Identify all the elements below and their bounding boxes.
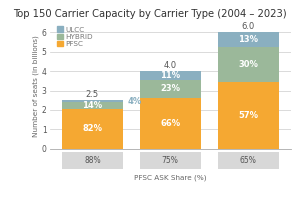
Text: 57%: 57% (238, 111, 258, 120)
FancyBboxPatch shape (218, 152, 278, 169)
Text: 2.5: 2.5 (86, 90, 99, 99)
Bar (140, 80, 201, 98)
Text: 30%: 30% (238, 60, 258, 69)
Text: PFSC ASK Share (%): PFSC ASK Share (%) (134, 174, 206, 181)
Text: Top 150 Carrier Capacity by Carrier Type (2004 – 2023): Top 150 Carrier Capacity by Carrier Type… (13, 9, 287, 19)
Text: 4%: 4% (128, 97, 142, 106)
Text: 6.0: 6.0 (242, 22, 255, 31)
Text: 13%: 13% (238, 35, 258, 44)
Text: 65%: 65% (240, 156, 256, 165)
Text: 11%: 11% (160, 71, 180, 80)
Bar (218, 82, 278, 149)
Bar (140, 98, 201, 149)
Legend: ULCC, HYBRID, PFSC: ULCC, HYBRID, PFSC (56, 25, 94, 48)
FancyBboxPatch shape (62, 152, 123, 169)
Text: 4.0: 4.0 (164, 61, 177, 70)
Text: 14%: 14% (82, 101, 102, 110)
Bar (62, 100, 123, 102)
Text: 88%: 88% (84, 156, 101, 165)
Y-axis label: Number of seats (in billions): Number of seats (in billions) (33, 35, 39, 137)
Bar (218, 32, 278, 48)
Text: 66%: 66% (160, 119, 180, 128)
Bar (218, 48, 278, 82)
Text: 75%: 75% (162, 156, 179, 165)
Bar (140, 71, 201, 80)
Text: 82%: 82% (82, 124, 102, 133)
Bar (62, 109, 123, 149)
FancyBboxPatch shape (140, 152, 201, 169)
Bar (62, 102, 123, 109)
Text: 23%: 23% (160, 84, 180, 93)
